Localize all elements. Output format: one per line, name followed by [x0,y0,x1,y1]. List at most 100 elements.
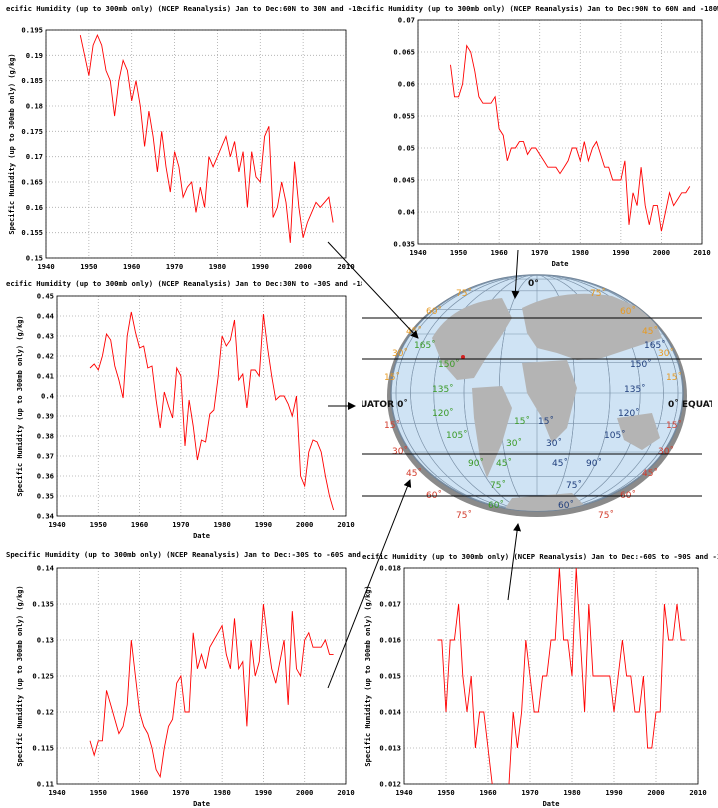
chart-title: ecific Humidity (up to 300mb only) (NCEP… [6,279,362,288]
right-latitude-label: 30˚ [658,446,674,457]
right-latitude-label: 30˚ [658,348,674,359]
series-line [89,603,334,779]
x-tick-label: 2000 [647,788,664,797]
y-tick-label: 0.19 [26,51,43,60]
x-tick-label: 2000 [294,262,311,271]
y-tick-label: 0.017 [379,600,401,609]
y-tick-label: 0.45 [37,292,54,301]
right-latitude-label: 45˚ [642,468,658,479]
x-tick-label: 1940 [48,520,65,529]
left-latitude-label: 45˚ [406,326,422,337]
x-tick-label: 1990 [255,788,272,797]
east-longitude-label: 45˚ [552,458,568,469]
x-tick-label: 1960 [123,262,140,271]
left-latitude-label: 60˚ [426,490,442,501]
east-longitude-label: 30˚ [546,438,562,449]
x-tick-label: 1960 [131,788,148,797]
right-latitude-label: 15˚ [666,372,682,383]
west-longitude-label: 105˚ [446,430,468,441]
y-tick-label: 0.06 [398,80,415,89]
chart-30n-30s: ecific Humidity (up to 300mb only) (NCEP… [0,276,362,542]
x-tick-label: 2010 [337,262,354,271]
location-dot [461,355,465,359]
right-latitude-label: 45˚ [642,326,658,337]
grid [56,567,347,785]
x-tick-label: 1950 [450,248,467,257]
east-longitude-label: 120˚ [618,408,640,419]
west-longitude-label: 45˚ [496,458,512,469]
y-tick-label: 0.018 [379,564,401,573]
x-tick-label: 2000 [296,788,313,797]
east-longitude-label: 60˚ [558,500,574,511]
y-tick-label: 0.035 [393,240,415,249]
x-tick-label: 2010 [337,788,354,797]
east-longitude-label: 90˚ [586,458,602,469]
x-tick-label: 2000 [296,520,313,529]
x-tick-label: 1950 [90,788,107,797]
x-tick-label: 1970 [172,520,189,529]
equator-right-label: 0˚ EQUATOR [668,399,712,410]
east-longitude-label: 105˚ [604,430,626,441]
globe-land [432,293,662,511]
chart-title: ecific Humidity (up to 300mb only) (NCEP… [362,552,718,561]
y-tick-label: 0.13 [37,636,54,645]
y-tick-label: 0.14 [37,564,54,573]
chart-60n-30n: ecific Humidity (up to 300mb only) (NCEP… [0,0,360,272]
x-tick-label: 1940 [395,788,412,797]
x-axis-label: Date [193,800,210,808]
east-longitude-label: 150˚ [630,359,652,370]
chart-90n-60n: ecific Humidity (up to 300mb only) (NCEP… [360,0,718,272]
y-tick-label: 0.38 [37,432,54,441]
west-longitude-label: 165˚ [414,340,436,351]
y-tick-label: 0.37 [37,452,54,461]
x-tick-label: 1960 [131,520,148,529]
x-tick-label: 1940 [48,788,65,797]
x-tick-label: 1990 [252,262,269,271]
y-tick-label: 0.15 [26,254,43,263]
y-tick-label: 0.013 [379,744,401,753]
x-tick-label: 1960 [479,788,496,797]
x-tick-label: 1960 [490,248,507,257]
x-tick-label: 1990 [612,248,629,257]
y-tick-label: 0.05 [398,144,415,153]
y-tick-label: 0.11 [37,780,54,789]
y-tick-label: 0.012 [379,780,401,789]
series-line [437,568,686,784]
y-tick-label: 0.016 [379,636,401,645]
x-tick-label: 1980 [213,788,230,797]
x-tick-label: 2010 [689,788,706,797]
grid [56,295,347,517]
x-tick-label: 2000 [653,248,670,257]
y-tick-label: 0.125 [32,672,54,681]
right-latitude-label: 15˚ [666,420,682,431]
x-tick-label: 1980 [563,788,580,797]
x-axis-label: Date [193,532,210,540]
y-tick-label: 0.4 [41,392,54,401]
top-zero-label: 0° [528,279,539,289]
x-tick-label: 1970 [166,262,183,271]
x-tick-label: 1980 [209,262,226,271]
x-tick-label: 1950 [80,262,97,271]
x-tick-label: 1950 [90,520,107,529]
chart-title: ecific Humidity (up to 300mb only) (NCEP… [360,4,718,13]
y-axis-label: Specific Humidity (up to 300mb only) (g/… [364,585,372,766]
y-tick-label: 0.155 [21,228,43,237]
x-tick-label: 1950 [437,788,454,797]
left-latitude-label: 60˚ [426,306,442,317]
y-tick-label: 0.18 [26,102,43,111]
east-longitude-label: 135˚ [624,384,646,395]
y-axis-label: Specific Humidity (up to 300mb only) (g/… [8,53,16,234]
x-tick-label: 2010 [337,520,354,529]
right-latitude-label: 75˚ [598,510,614,521]
left-latitude-label: 45˚ [406,468,422,479]
chart-title: Specific Humidity (up to 300mb only) (NC… [6,550,362,559]
x-tick-label: 1940 [37,262,54,271]
series-line [79,33,334,243]
right-latitude-label: 60˚ [620,306,636,317]
y-tick-label: 0.135 [32,600,54,609]
top-left-75-label: 75˚ [456,288,472,299]
y-tick-label: 0.115 [32,744,54,753]
x-tick-label: 1970 [521,788,538,797]
right-latitude-label: 60˚ [620,490,636,501]
west-longitude-label: 75˚ [490,480,506,491]
